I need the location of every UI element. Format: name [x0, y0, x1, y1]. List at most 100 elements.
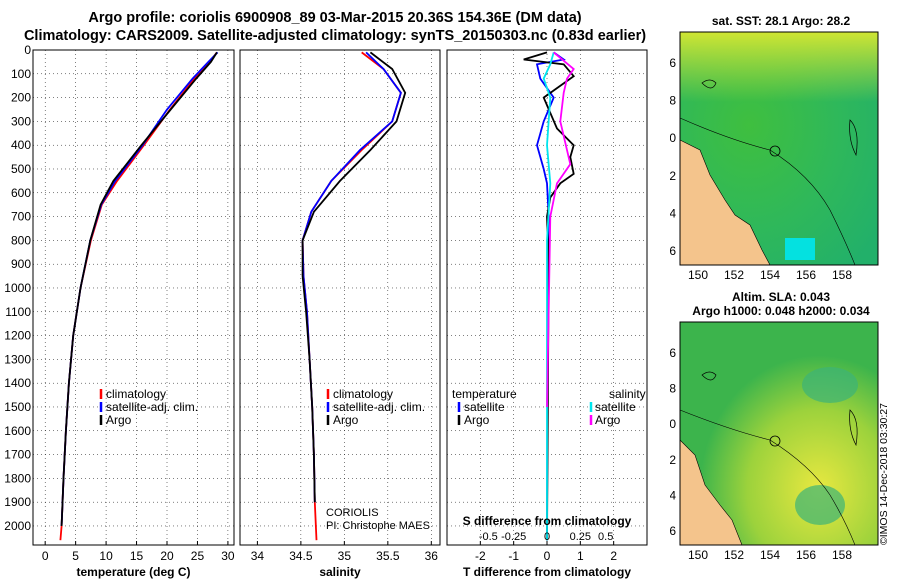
legend-label: salinity — [609, 387, 646, 401]
x-tick-label: 5 — [72, 549, 79, 563]
title-line-2: Climatology: CARS2009. Satellite-adjuste… — [23, 28, 647, 44]
x-tick-label: 34.5 — [289, 549, 313, 563]
plot-area — [240, 50, 440, 545]
temperature-panel: 0 5 10 15 20 25 30 temperature (deg C) 0 100 200 30… — [4, 43, 235, 579]
map-lon-label: 158 — [832, 548, 852, 562]
series-line-Argo — [301, 51, 407, 503]
coriolis-label: CORIOLIS — [326, 507, 379, 519]
pi-label: PI: Christophe MAES — [326, 520, 430, 532]
x-tick-label: 15 — [130, 549, 144, 563]
plot-area — [33, 50, 234, 545]
map-axis-labels: -16 -18 -20 -22 -24 -26 150 152 154 156 158 -16 -18 -… — [670, 56, 852, 562]
map-lon-label: 152 — [724, 548, 744, 562]
x-tick-label: 25 — [191, 549, 205, 563]
x-tick-label: 35 — [338, 549, 352, 563]
y-tick-label: 1700 — [4, 448, 31, 462]
legend-label: climatology — [333, 387, 393, 401]
y-tick-label: 400 — [11, 138, 31, 152]
map-lat-label: -26 — [670, 524, 676, 538]
x-tick-label: 30 — [221, 549, 235, 563]
map-lat-label: -20 — [670, 417, 676, 431]
map-lon-label: 154 — [760, 268, 780, 282]
x-tick-label: 2 — [610, 549, 617, 563]
y-tick-label: 1200 — [4, 329, 31, 343]
plot-frame — [239, 49, 441, 546]
map-lat-label: -26 — [670, 244, 676, 258]
map-lat-label: -18 — [670, 94, 676, 108]
y-tick-label: 1100 — [5, 305, 31, 319]
y-tick-label: 500 — [11, 162, 31, 176]
x-tick-label: 0 — [544, 549, 551, 563]
sst-map-title: sat. SST: 28.1 Argo: 28.2 — [711, 14, 851, 28]
maps: -16 -18 -20 -22 -24 -26 150 152 154 156 158 -16 -18 -… — [670, 31, 879, 562]
legend-label: climatology — [106, 387, 166, 401]
y-tick-label: 1400 — [4, 376, 31, 390]
map-lon-label: 156 — [796, 268, 816, 282]
x-tick-label: 34 — [251, 549, 265, 563]
series-line-Argo — [546, 51, 575, 408]
y-tick-label: 0 — [24, 43, 31, 57]
x-tick-label: 0 — [42, 549, 49, 563]
top-x-axis-label: S difference from climatology — [463, 514, 632, 528]
y-tick-label: 300 — [11, 114, 31, 128]
map-lon-label: 150 — [688, 548, 708, 562]
x-tick-label: 20 — [160, 549, 174, 563]
title-line-1: Argo profile: coriolis 6900908_89 03-Mar… — [88, 10, 582, 26]
x-tick-label: 35.5 — [376, 549, 400, 563]
map-lat-label: -24 — [670, 488, 676, 502]
difference-panel: -2 -1 0 1 2 T difference from climatology temp… — [446, 49, 648, 579]
map-lon-label: 156 — [796, 548, 816, 562]
top-x-tick-label: -0.5 — [479, 531, 498, 543]
y-tick-label: 1300 — [4, 352, 31, 366]
map-lon-label: 158 — [832, 268, 852, 282]
map-lon-label: 154 — [760, 548, 780, 562]
y-tick-label: 900 — [11, 257, 31, 271]
map-lat-label: -16 — [670, 56, 676, 70]
series-line-Argo — [60, 51, 218, 527]
x-axis-label: temperature (deg C) — [76, 565, 190, 579]
top-x-tick-label: -0.25 — [501, 531, 526, 543]
salinity-panel: 34 34.5 35 35.5 36 salinity climatologysatelli… — [239, 49, 441, 579]
legend-label: satellite — [464, 400, 505, 414]
x-tick-label: 1 — [577, 549, 584, 563]
argo-position-marker — [769, 145, 781, 157]
map-lat-label: -16 — [670, 346, 676, 360]
plot-frame — [32, 49, 235, 546]
x-tick-label: -2 — [475, 549, 486, 563]
top-x-tick-label: 0.25 — [570, 531, 591, 543]
map-lat-label: -20 — [670, 131, 676, 145]
legend-label: Argo — [333, 413, 359, 427]
y-tick-label: 100 — [11, 67, 31, 81]
map-lon-label: 152 — [724, 268, 744, 282]
legend-label: satellite-adj. clim. — [106, 400, 198, 414]
y-tick-label: 1500 — [4, 400, 31, 414]
y-tick-label: 1000 — [4, 281, 31, 295]
y-tick-label: 700 — [11, 210, 31, 224]
top-x-tick-label: 0.5 — [598, 531, 613, 543]
y-tick-label: 1600 — [4, 424, 31, 438]
y-tick-label: 200 — [11, 91, 31, 105]
x-axis-label: salinity — [319, 565, 361, 579]
map-lat-label: -22 — [670, 453, 676, 467]
legend-label: Argo — [464, 413, 490, 427]
series-line-satellite — [542, 52, 555, 541]
top-x-tick-label: 0 — [544, 531, 550, 543]
legend-label: satellite-adj. clim. — [333, 400, 425, 414]
y-tick-label: 1800 — [4, 471, 31, 485]
argo-position-marker-sla — [769, 435, 781, 447]
legend-label: satellite — [595, 400, 636, 414]
legend-label: Argo — [106, 413, 132, 427]
map-lat-label: -18 — [670, 382, 676, 396]
y-tick-label: 2000 — [4, 519, 31, 533]
legend-label: Argo — [595, 413, 621, 427]
map-lat-label: -22 — [670, 169, 676, 183]
sla-map-title-2: Argo h1000: 0.048 h2000: 0.034 — [692, 304, 870, 318]
series-line-Argo — [523, 51, 576, 541]
timestamp-stamp: ©IMOS 14-Dec-2018 03:30:27 — [878, 403, 890, 545]
sst-map — [679, 31, 879, 266]
y-tick-label: 800 — [11, 233, 31, 247]
map-lat-label: -24 — [670, 206, 676, 220]
map-lon-label: 150 — [688, 268, 708, 282]
x-tick-label: -1 — [508, 549, 519, 563]
